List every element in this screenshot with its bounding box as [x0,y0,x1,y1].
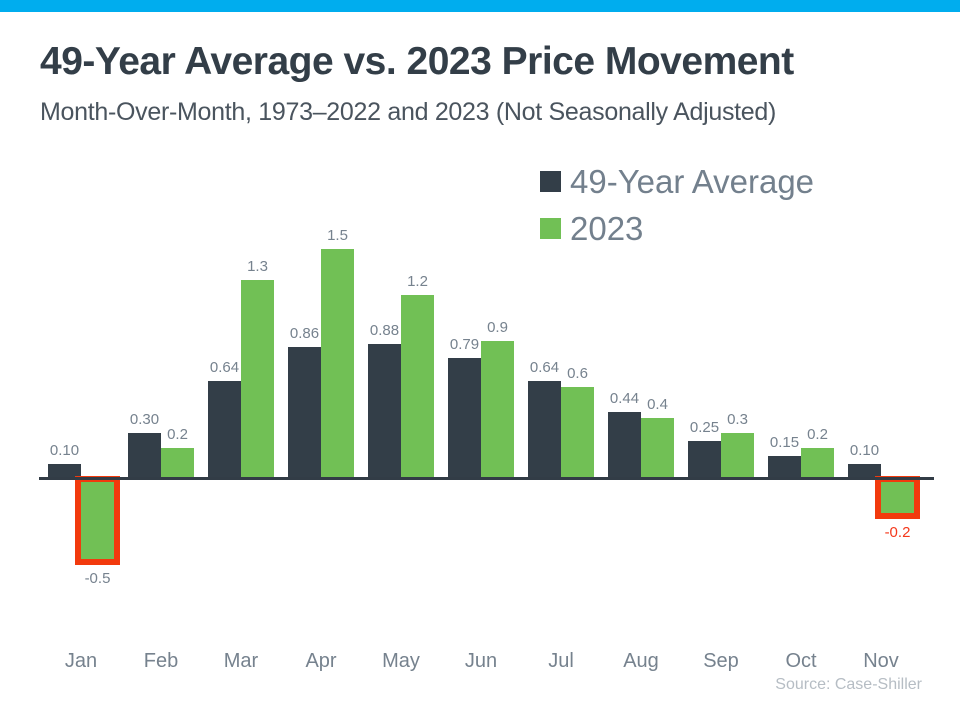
bar-49yr-avg [528,381,561,479]
bar-value-label: 0.30 [129,411,160,428]
bar-value-label: -0.5 [84,570,111,587]
bar-2023-negative-highlighted [75,476,120,565]
legend-item-49-year-average: 49-Year Average [540,158,814,205]
x-axis-label-mar: Mar [223,650,259,672]
bar-value-label: 0.10 [849,442,880,459]
bar-value-label: 0.88 [369,322,400,339]
bar-value-label: -0.2 [884,524,911,541]
x-axis-label-jun: Jun [464,650,498,672]
bar-2023 [641,418,674,479]
bar-2023 [321,249,354,479]
x-axis-label-jul: Jul [548,650,574,672]
bar-value-label: 0.86 [289,325,320,342]
bar-value-label: 0.4 [647,396,668,413]
bar-49yr-avg [368,344,401,479]
bar-value-label: 0.79 [449,336,480,353]
bar-value-label: 0.2 [807,426,828,443]
legend-label: 49-Year Average [570,162,815,200]
bar-value-label: 0.64 [209,359,240,376]
bar-49yr-avg [48,464,81,479]
bar-2023-negative-highlighted [875,476,920,519]
x-axis-line [39,477,934,480]
x-axis-label-sep: Sep [703,650,739,672]
x-axis-label-aug: Aug [623,650,659,672]
bar-value-label: 0.10 [49,442,80,459]
bar-value-label: 0.2 [167,426,188,443]
x-axis-label-nov: Nov [863,650,899,672]
bar-49yr-avg [768,456,801,479]
legend-swatch-green [540,218,561,239]
bar-value-label: 1.5 [327,227,348,244]
bar-value-label: 0.3 [727,411,748,428]
bar-2023 [721,433,754,479]
bar-2023 [161,448,194,479]
page-subtitle: Month-Over-Month, 1973–2022 and 2023 (No… [40,98,777,126]
bar-value-label: 0.15 [769,434,800,451]
bar-49yr-avg [848,464,881,479]
bar-2023 [241,280,274,479]
bar-value-label: 0.9 [487,319,508,336]
top-accent-bar [0,0,960,12]
bar-49yr-avg [128,433,161,479]
x-axis-label-oct: Oct [785,650,817,672]
bar-2023 [561,387,594,479]
page-title: 49-Year Average vs. 2023 Price Movement [40,40,794,83]
bar-2023 [801,448,834,479]
x-axis-label-feb: Feb [143,650,179,672]
bar-49yr-avg [208,381,241,479]
bar-value-label: 0.25 [689,419,720,436]
bar-value-label: 0.44 [609,390,640,407]
bar-49yr-avg [688,441,721,479]
x-axis-label-apr: Apr [305,650,337,672]
bar-value-label: 0.6 [567,365,588,382]
legend-label: 2023 [570,209,644,247]
bar-49yr-avg [288,347,321,479]
bar-value-label: 0.64 [529,359,560,376]
bar-49yr-avg [448,358,481,479]
x-axis-label-may: May [382,650,420,672]
bar-value-label: 1.3 [247,258,268,275]
legend-swatch-dark [540,171,561,192]
bar-2023 [481,341,514,479]
chart-legend: 49-Year Average 2023 [540,158,814,252]
legend-item-2023: 2023 [540,205,814,252]
bar-value-label: 1.2 [407,273,428,290]
bar-49yr-avg [608,412,641,479]
source-credit: Source: Case-Shiller [775,676,922,693]
bar-2023 [401,295,434,479]
x-axis-label-jan: Jan [64,650,98,672]
